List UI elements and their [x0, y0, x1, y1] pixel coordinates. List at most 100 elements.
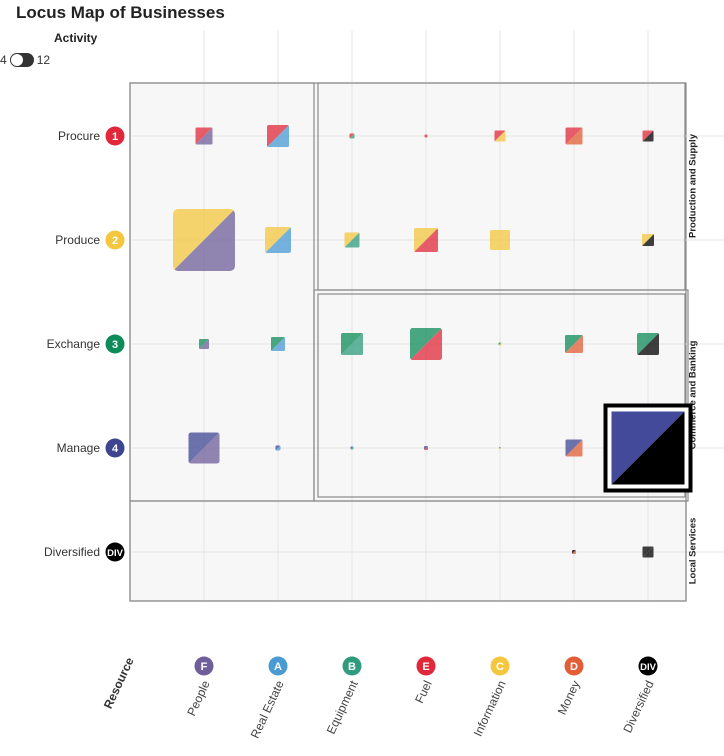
cell-mark — [275, 445, 281, 451]
cell-fill — [642, 130, 654, 142]
cell-mark — [341, 333, 363, 355]
cell-mark — [637, 333, 659, 355]
column-badge — [194, 656, 214, 676]
cell-lower — [642, 546, 654, 558]
cell-fill — [349, 133, 355, 139]
cell-fill — [341, 333, 363, 355]
cell-fill — [499, 447, 501, 449]
cell-mark — [188, 432, 220, 464]
cell-lower — [424, 446, 428, 450]
cell-lower — [265, 227, 291, 253]
cell-lower — [344, 232, 360, 248]
cell-fill — [195, 127, 213, 145]
column-label: Information — [471, 678, 509, 738]
row-badge-text: 2 — [112, 235, 118, 247]
cell-lower — [637, 333, 659, 355]
row-label: Produce — [55, 233, 100, 247]
cell-lower — [565, 335, 583, 353]
activity-min-label: 4 — [0, 53, 7, 67]
column-label: Money — [555, 678, 583, 717]
column-label: Fuel — [412, 678, 435, 705]
cell-mark — [572, 550, 576, 554]
row-label: Procure — [58, 129, 100, 143]
cell-mark — [494, 130, 506, 142]
column-badge — [638, 656, 658, 676]
cell-fill — [188, 432, 220, 464]
cell-lower — [350, 446, 354, 450]
cell-lower — [642, 130, 654, 142]
row-badge-text: 1 — [112, 131, 118, 143]
column-badge-text: A — [274, 661, 282, 673]
cell-lower — [349, 133, 355, 139]
cell-fill — [267, 125, 289, 147]
region-box — [317, 293, 686, 498]
cell-lower — [424, 134, 428, 138]
cell-fill — [490, 230, 510, 250]
cell-lower — [494, 130, 506, 142]
cell-mark — [499, 447, 501, 449]
cell-lower — [490, 230, 510, 250]
row-badge — [105, 230, 125, 250]
cell-mark — [498, 342, 502, 346]
cell-mark — [565, 127, 583, 145]
cell-mark — [349, 133, 355, 139]
cell-fill — [271, 337, 285, 351]
cell-fill — [642, 546, 654, 558]
cell-fill — [199, 339, 209, 349]
row-label: Diversified — [44, 545, 100, 559]
cell-lower — [341, 333, 363, 355]
column-badge-text: DIV — [640, 662, 657, 673]
cell-lower — [565, 127, 583, 145]
column-badge — [490, 656, 510, 676]
region-label: Local Services — [688, 518, 699, 585]
cell-mark — [173, 209, 235, 271]
cell-fill — [424, 446, 428, 450]
cell-lower — [498, 342, 502, 346]
cell-mark — [350, 446, 354, 450]
cell-fill — [565, 127, 583, 145]
cell-lower — [414, 228, 438, 252]
cell-fill — [173, 209, 235, 271]
column-badge-text: D — [570, 661, 578, 673]
cell-mark — [424, 446, 428, 450]
activity-toggle[interactable] — [9, 53, 34, 67]
cell-lower — [499, 447, 501, 449]
cell-mark — [344, 232, 360, 248]
toggle-knob[interactable] — [10, 54, 23, 66]
row-badge — [105, 542, 125, 562]
column-badge-text: C — [496, 661, 504, 673]
cell-fill — [572, 550, 576, 554]
plot-panel — [129, 82, 687, 602]
cell-lower — [267, 125, 289, 147]
cell-lower — [642, 234, 654, 246]
row-label: Manage — [57, 441, 101, 455]
row-badge-text: 3 — [112, 339, 118, 351]
cell-lower — [199, 339, 209, 349]
cell-mark — [424, 134, 428, 138]
cell-lower — [188, 432, 220, 464]
cell-fill — [498, 342, 502, 346]
cell-lower — [195, 127, 213, 145]
cell-mark — [199, 339, 209, 349]
row-badge — [105, 334, 125, 354]
column-badge — [564, 656, 584, 676]
cell-fill — [642, 234, 654, 246]
column-badge-text: B — [348, 661, 356, 673]
activity-label: Activity — [54, 31, 98, 45]
row-badge-text: 4 — [112, 443, 119, 455]
column-badge — [268, 656, 288, 676]
column-label: Real Estate — [248, 678, 287, 740]
chart-title: Locus Map of Businesses — [16, 3, 225, 22]
row-badge-text: DIV — [107, 548, 124, 559]
cell-mark — [410, 328, 442, 360]
cell-lower — [565, 439, 583, 457]
cell-mark — [565, 335, 583, 353]
cell-lower — [410, 328, 442, 360]
cell-fill — [275, 445, 281, 451]
cell-lower — [271, 337, 285, 351]
cell-fill — [424, 134, 428, 138]
column-badge — [342, 656, 362, 676]
column-label: Equipment — [324, 678, 361, 737]
cell-mark — [642, 130, 654, 142]
